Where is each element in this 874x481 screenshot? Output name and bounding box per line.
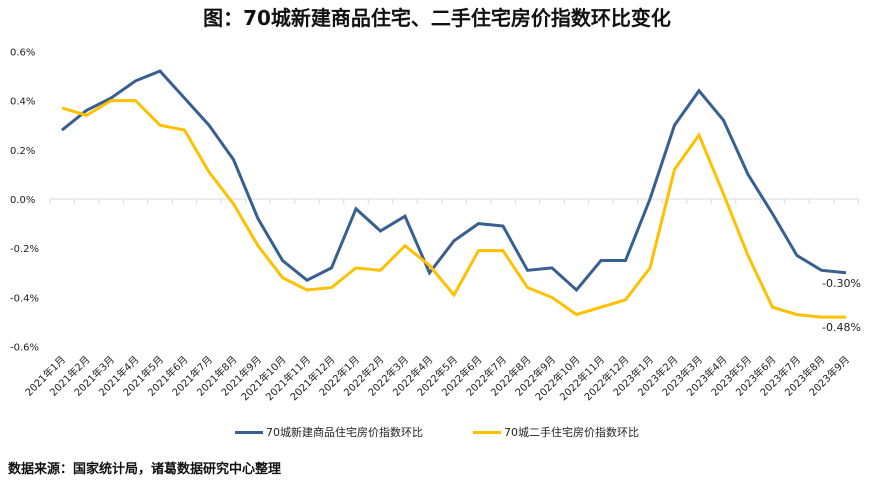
y-tick-label: 0.4% — [10, 97, 35, 108]
y-tick-label: -0.2% — [10, 244, 39, 255]
chart-title: 图：70城新建商品住宅、二手住宅房价指数环比变化 — [203, 6, 671, 30]
y-tick-label: -0.4% — [10, 293, 39, 304]
y-tick-label: 0.0% — [10, 195, 35, 206]
chart-series: -0.30% -0.48% — [61, 69, 861, 334]
y-axis-labels: 0.6% 0.4% 0.2% 0.0% -0.2% -0.4% -0.6% — [10, 47, 39, 353]
legend-swatch-new-homes — [235, 430, 263, 434]
series-line-new-homes — [61, 69, 847, 293]
y-tick-label: 0.6% — [10, 47, 35, 58]
legend-item-used-homes: 70城二手住宅房价指数环比 — [473, 424, 639, 440]
x-axis: 2021年1月2021年2月2021年3月2021年4月2021年5月2021年… — [22, 198, 859, 403]
y-tick-label: -0.6% — [10, 343, 39, 354]
legend-swatch-used-homes — [473, 430, 501, 434]
data-source-note: 数据来源：国家统计局，诸葛数据研究中心整理 — [8, 462, 282, 477]
legend-label-used-homes: 70城二手住宅房价指数环比 — [504, 426, 639, 439]
y-tick-label: 0.2% — [10, 146, 35, 157]
end-label-used-homes: -0.48% — [822, 321, 861, 334]
end-label-new-homes: -0.30% — [822, 277, 861, 290]
series-line-used-homes — [61, 99, 846, 319]
legend-label-new-homes: 70城新建商品住宅房价指数环比 — [266, 426, 423, 439]
legend-item-new-homes: 70城新建商品住宅房价指数环比 — [235, 424, 423, 440]
legend: 70城新建商品住宅房价指数环比 70城二手住宅房价指数环比 — [0, 424, 874, 440]
